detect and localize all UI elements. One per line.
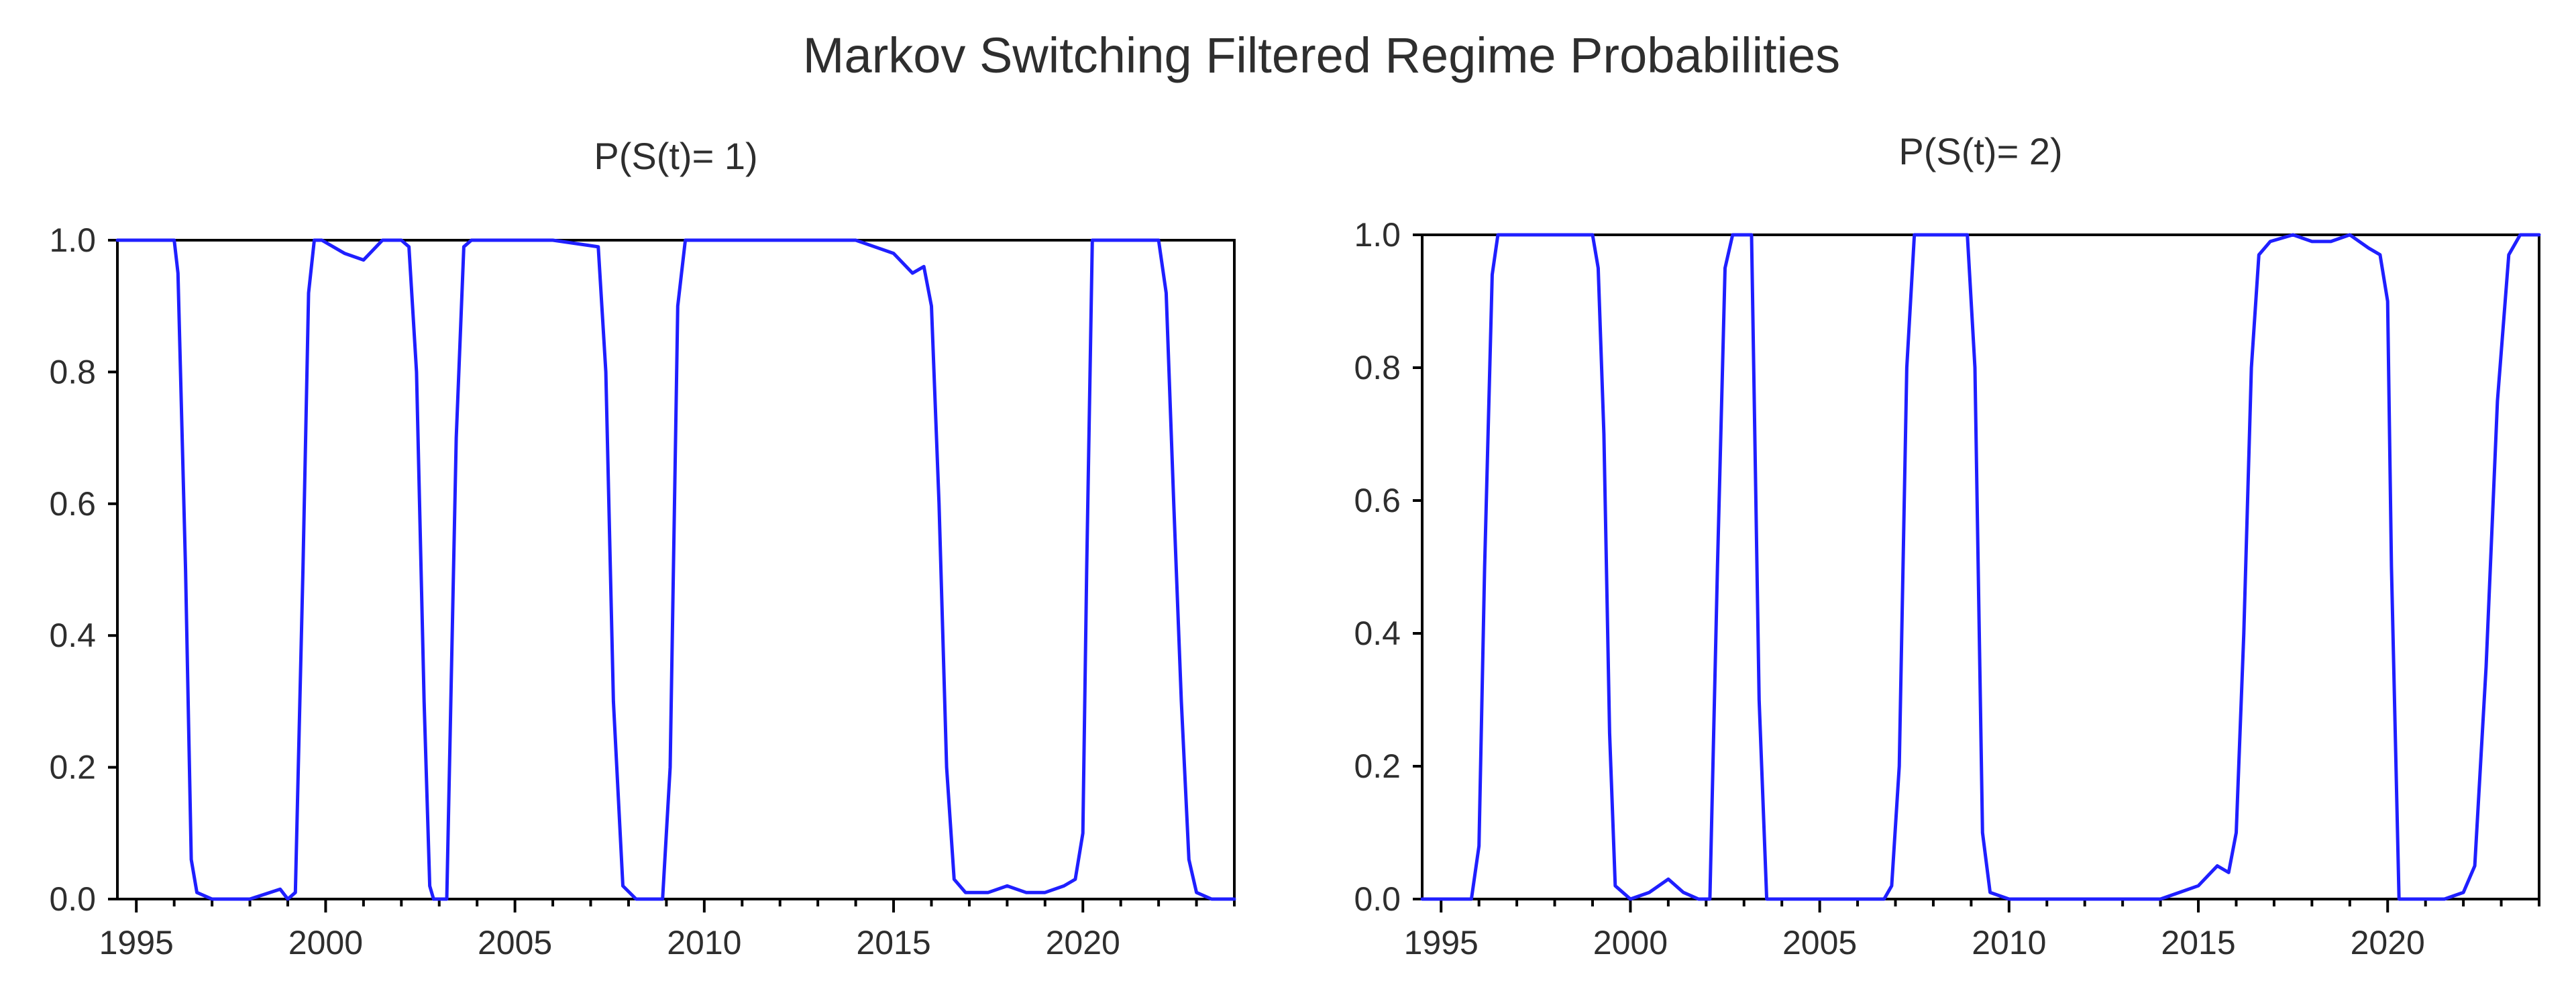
series-group: [1420, 233, 2541, 901]
chart-panel-regime-1: P(S(t)= 1) 0.0 0.2 0.4 0.6 0.8 1.0 1995 2000 20…: [49, 135, 1236, 961]
x-tick-label: 2000: [288, 924, 363, 961]
y-tick-label: 0.2: [1354, 747, 1401, 785]
x-tick-label: 2000: [1593, 924, 1668, 961]
x-tick-label: 2005: [478, 924, 552, 961]
x-axis: 1995 2000 2005 2010 2015 2020: [99, 899, 1236, 961]
y-tick-label: 0.6: [49, 485, 96, 523]
y-axis: 0.0 0.2 0.4 0.6 0.8 1.0: [49, 221, 117, 918]
y-tick-label: 0.0: [1354, 880, 1401, 918]
y-tick-label: 0.2: [49, 749, 96, 786]
y-tick-label: 0.0: [49, 880, 96, 918]
x-tick-label: 1995: [1404, 924, 1479, 961]
y-tick-label: 1.0: [1354, 216, 1401, 254]
y-tick-label: 0.8: [1354, 349, 1401, 386]
x-tick-label: 1995: [99, 924, 174, 961]
x-tick-label: 2020: [2351, 924, 2425, 961]
plot-frame: [1421, 233, 2540, 900]
y-tick-label: 0.4: [1354, 615, 1401, 652]
figure-title: Markov Switching Filtered Regime Probabi…: [803, 28, 1840, 83]
y-tick-label: 0.8: [49, 353, 96, 390]
panel-title: P(S(t)= 1): [594, 135, 757, 177]
y-tick-label: 0.4: [49, 617, 96, 654]
series-group: [115, 238, 1236, 901]
y-tick-label: 0.6: [1354, 482, 1401, 519]
chart-panel-regime-2: P(S(t)= 2) 0.0 0.2 0.4 0.6 0.8 1.0 1995 2000 20…: [1354, 130, 2541, 961]
series-line: [1420, 233, 2541, 901]
y-axis: 0.0 0.2 0.4 0.6 0.8 1.0: [1354, 216, 1422, 918]
x-tick-label: 2010: [1972, 924, 2046, 961]
x-tick-label: 2005: [1782, 924, 1857, 961]
y-tick-label: 1.0: [49, 221, 96, 259]
x-tick-label: 2015: [2161, 924, 2235, 961]
x-tick-label: 2015: [856, 924, 930, 961]
x-axis: 1995 2000 2005 2010 2015 2020: [1404, 899, 2540, 961]
series-line: [115, 238, 1236, 901]
x-tick-label: 2020: [1046, 924, 1120, 961]
plot-frame: [116, 239, 1236, 900]
panel-title: P(S(t)= 2): [1898, 130, 2062, 172]
x-tick-label: 2010: [667, 924, 741, 961]
